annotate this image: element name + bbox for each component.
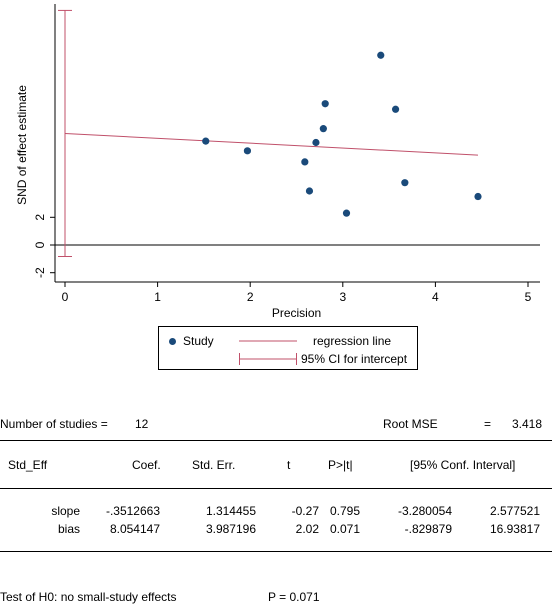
regression-line-icon (239, 340, 297, 342)
regression-line (64, 132, 479, 156)
rmse-label: Root MSE (383, 417, 438, 431)
n-studies-value: 12 (135, 417, 149, 431)
row-se: 1.314455 (205, 504, 256, 518)
table-bottom-rule (0, 551, 552, 552)
test-p-value: P = 0.071 (268, 590, 320, 604)
row-ci-high: 2.577521 (489, 504, 540, 518)
row-p: 0.071 (329, 522, 360, 536)
y-tick-label: 0 (33, 241, 47, 248)
rmse-equals: = (484, 417, 492, 431)
legend-ci-label: 95% CI for intercept (301, 352, 408, 366)
x-tick-label: 3 (339, 290, 346, 304)
study-point (391, 105, 400, 113)
row-ci-low: -.829879 (404, 522, 452, 536)
header-coef: Coef. (132, 458, 161, 472)
study-marker-icon (169, 338, 176, 345)
row-name: bias (57, 522, 80, 536)
header-ci: [95% Conf. Interval] (410, 458, 516, 472)
study-point (305, 187, 314, 195)
x-tick-label: 4 (432, 290, 439, 304)
y-tick-label: -2 (33, 267, 47, 278)
row-p: 0.795 (329, 504, 360, 518)
study-point (474, 192, 482, 201)
egger-plot: 0 1 2 3 4 5 -2 0 2 Precision SND of effect estimat… (15, 4, 540, 320)
study-point (319, 125, 327, 133)
study-point (243, 147, 252, 155)
row-t: 2.02 (295, 522, 319, 536)
row-t: -0.27 (291, 504, 319, 518)
study-point (301, 158, 309, 166)
table-top-rule (0, 440, 552, 441)
legend-regression-label: regression line (313, 334, 392, 348)
study-point (312, 138, 320, 147)
legend-study: Study (159, 333, 279, 349)
row-ci-low: -3.280054 (397, 504, 452, 518)
row-name: slope (51, 504, 80, 518)
header-p: P>|t| (328, 458, 353, 472)
x-axis-label: Precision (272, 306, 321, 320)
header-t: t (287, 458, 291, 472)
study-point (342, 209, 351, 217)
x-tick-label: 2 (247, 290, 254, 304)
study-point (321, 100, 329, 108)
x-tick-label: 0 (62, 290, 69, 304)
row-se: 3.987196 (205, 522, 256, 536)
row-ci-high: 16.93817 (489, 522, 540, 536)
header-std-err: Std. Err. (192, 458, 236, 472)
test-h0-label: Test of H0: no small-study effects (0, 590, 177, 604)
study-point (202, 137, 210, 145)
study-point (401, 179, 409, 187)
study-point (377, 51, 385, 59)
x-tick-label: 1 (154, 290, 161, 304)
header-std-eff: Std_Eff (8, 458, 48, 472)
row-coef: -.3512663 (105, 504, 160, 518)
n-studies-label: Number of studies = (0, 417, 108, 431)
rmse-value: 3.418 (512, 417, 543, 431)
legend-ci: 95% CI for intercept (239, 351, 419, 367)
x-tick-label: 5 (525, 290, 532, 304)
legend-regression: regression line (239, 333, 419, 349)
row-coef: 8.054147 (109, 522, 160, 536)
ci-bar-icon (239, 353, 297, 365)
y-axis-label: SND of effect estimate (15, 85, 29, 205)
table-header-rule (0, 488, 552, 489)
y-tick-label: 2 (33, 214, 47, 221)
legend-study-label: Study (183, 334, 214, 348)
legend: Study regression line 95% CI for interce… (158, 326, 418, 370)
